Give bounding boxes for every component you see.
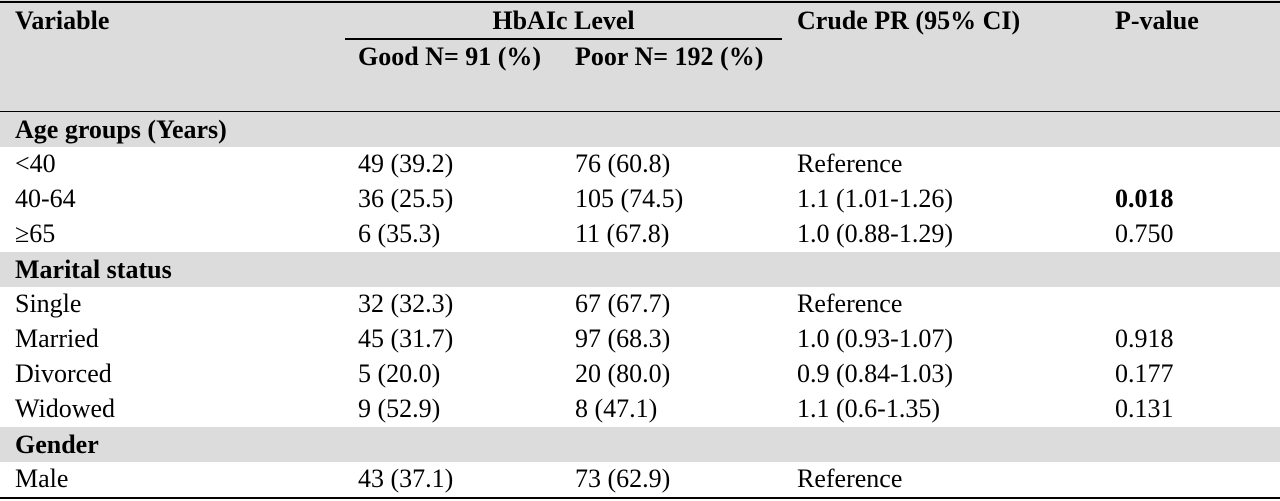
rule bbox=[0, 111, 1280, 113]
cell: 20 (80.0) bbox=[575, 359, 671, 388]
cell: 36 (25.5) bbox=[358, 184, 454, 213]
cell: 1.1 (1.01-1.26) bbox=[797, 184, 953, 213]
cell: 0.131 bbox=[1115, 394, 1174, 423]
column-header: Poor N= 192 (%) bbox=[575, 42, 764, 71]
cell: 40-64 bbox=[15, 184, 76, 213]
cell: Male bbox=[15, 464, 69, 493]
cell: 6 (35.3) bbox=[358, 219, 441, 248]
cell: 43 (37.1) bbox=[358, 464, 454, 493]
section-background bbox=[0, 252, 1280, 287]
cell: 0.918 bbox=[1115, 324, 1174, 353]
column-group-header: HbAIc Level bbox=[492, 6, 635, 35]
cell: ≥65 bbox=[15, 219, 56, 248]
column-header: Variable bbox=[15, 6, 110, 35]
cell: 0.750 bbox=[1115, 219, 1174, 248]
column-header: P-value bbox=[1115, 6, 1199, 35]
cell: 1.1 (0.6-1.35) bbox=[797, 394, 940, 423]
cell: 1.0 (0.93-1.07) bbox=[797, 324, 953, 353]
section-title: Age groups (Years) bbox=[15, 115, 227, 144]
cell: 97 (68.3) bbox=[575, 324, 671, 353]
cell: Widowed bbox=[15, 394, 116, 423]
cell: Divorced bbox=[15, 359, 112, 388]
section-title: Marital status bbox=[15, 255, 172, 284]
cell: 5 (20.0) bbox=[358, 359, 441, 388]
cell: 105 (74.5) bbox=[575, 184, 684, 213]
header-background bbox=[0, 0, 1280, 112]
cell: 11 (67.8) bbox=[575, 219, 670, 248]
column-header: Crude PR (95% CI) bbox=[797, 6, 1021, 35]
cell: 67 (67.7) bbox=[575, 289, 671, 318]
section-background bbox=[0, 112, 1280, 147]
cell: Reference bbox=[797, 289, 903, 318]
cell: 45 (31.7) bbox=[358, 324, 454, 353]
rule bbox=[0, 1, 1280, 3]
column-header: Good N= 91 (%) bbox=[358, 42, 542, 71]
cell: 0.9 (0.84-1.03) bbox=[797, 359, 953, 388]
cell: Single bbox=[15, 289, 82, 318]
cell: 49 (39.2) bbox=[358, 149, 454, 178]
cell: 9 (52.9) bbox=[358, 394, 441, 423]
cell: 0.177 bbox=[1115, 359, 1174, 388]
cell: 76 (60.8) bbox=[575, 149, 671, 178]
cell: 73 (62.9) bbox=[575, 464, 671, 493]
cell: 32 (32.3) bbox=[358, 289, 454, 318]
cell: <40 bbox=[15, 149, 56, 178]
cell: Reference bbox=[797, 149, 903, 178]
cell: 1.0 (0.88-1.29) bbox=[797, 219, 953, 248]
section-background bbox=[0, 427, 1280, 462]
cell: 8 (47.1) bbox=[575, 394, 658, 423]
rule bbox=[345, 38, 782, 40]
cell: Reference bbox=[797, 464, 903, 493]
rule bbox=[0, 497, 1280, 499]
section-title: Gender bbox=[15, 430, 99, 459]
cell: 0.018 bbox=[1115, 184, 1174, 213]
cell: Married bbox=[15, 324, 99, 353]
